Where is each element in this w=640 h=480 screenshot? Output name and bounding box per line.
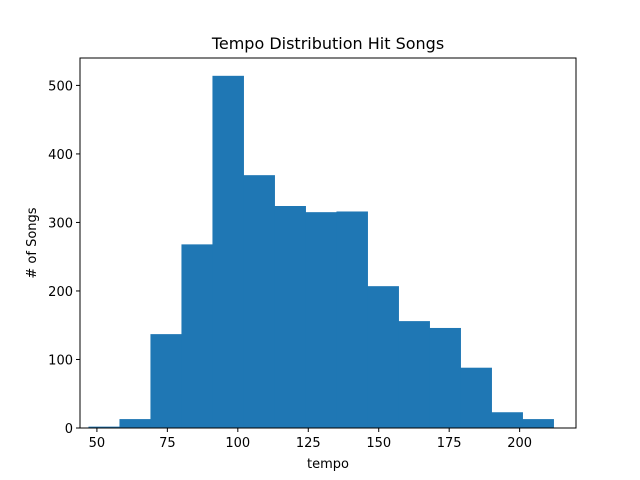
histogram-bar-2 xyxy=(150,334,182,428)
y-tick-label: 100 xyxy=(48,353,73,368)
x-axis-ticks: 50 75 100 125 150 175 200 xyxy=(89,428,532,451)
histogram-bar-3 xyxy=(181,244,213,428)
histogram-bar-9 xyxy=(367,286,399,428)
histogram-bar-5 xyxy=(243,175,275,428)
x-axis-label: tempo xyxy=(307,457,349,472)
y-tick-label: 400 xyxy=(48,148,73,163)
histogram-bar-1 xyxy=(119,419,151,428)
bars-group xyxy=(88,75,554,428)
histogram-bar-13 xyxy=(491,412,523,428)
x-tick-label: 175 xyxy=(437,436,462,451)
x-tick-label: 125 xyxy=(296,436,321,451)
plot-frame xyxy=(79,57,577,429)
y-tick-label: 300 xyxy=(48,216,73,231)
histogram-bar-0 xyxy=(88,426,120,428)
histogram-bar-12 xyxy=(460,367,492,428)
x-tick-label: 50 xyxy=(89,436,106,451)
histogram-bar-4 xyxy=(212,75,244,428)
histogram-bar-6 xyxy=(274,206,306,428)
x-tick-label: 200 xyxy=(507,436,532,451)
x-tick-label: 100 xyxy=(225,436,250,451)
histogram-bar-10 xyxy=(398,321,430,428)
histogram-bar-11 xyxy=(429,327,461,428)
y-axis-label: # of Songs xyxy=(25,207,40,278)
y-axis-ticks: 0 100 200 300 400 500 xyxy=(48,79,80,437)
histogram-bar-7 xyxy=(305,212,337,428)
chart-title: Tempo Distribution Hit Songs xyxy=(211,34,444,53)
x-tick-label: 150 xyxy=(366,436,391,451)
histogram-bar-8 xyxy=(336,211,368,428)
y-tick-label: 500 xyxy=(48,79,73,94)
y-tick-label: 200 xyxy=(48,285,73,300)
y-tick-label: 0 xyxy=(65,422,73,437)
x-tick-label: 75 xyxy=(159,436,176,451)
histogram-bar-14 xyxy=(522,419,554,428)
